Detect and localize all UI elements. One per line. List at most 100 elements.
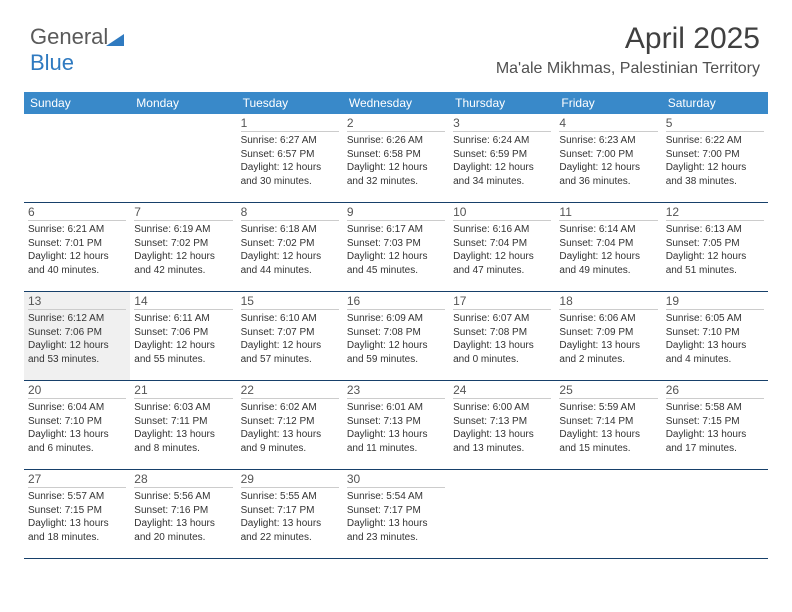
day-info: Sunrise: 6:06 AMSunset: 7:09 PMDaylight:… — [559, 312, 657, 366]
day-cell: 19 Sunrise: 6:05 AMSunset: 7:10 PMDayligh… — [662, 292, 768, 380]
day-info: Sunrise: 6:14 AMSunset: 7:04 PMDaylight:… — [559, 223, 657, 277]
day-header: Friday — [555, 92, 661, 114]
logo-word2: Blue — [30, 50, 74, 75]
day-info: Sunrise: 6:21 AMSunset: 7:01 PMDaylight:… — [28, 223, 126, 277]
day-cell: 11 Sunrise: 6:14 AMSunset: 7:04 PMDayligh… — [555, 203, 661, 291]
day-cell: 6Sunrise: 6:21 AMSunset: 7:01 PMDaylight… — [24, 203, 130, 291]
day-info: Sunrise: 6:18 AMSunset: 7:02 PMDaylight:… — [241, 223, 339, 277]
day-number: 19 — [666, 294, 764, 310]
day-header: Sunday — [24, 92, 130, 114]
day-number: 17 — [453, 294, 551, 310]
day-number — [453, 472, 551, 487]
day-cell: 26 Sunrise: 5:58 AMSunset: 7:15 PMDayligh… — [662, 381, 768, 469]
day-cell: 18 Sunrise: 6:06 AMSunset: 7:09 PMDayligh… — [555, 292, 661, 380]
day-info: Sunrise: 6:23 AMSunset: 7:00 PMDaylight:… — [559, 134, 657, 188]
day-number: 14 — [134, 294, 232, 310]
page-title: April 2025 — [625, 22, 760, 56]
day-cell: 27 Sunrise: 5:57 AMSunset: 7:15 PMDayligh… — [24, 470, 130, 558]
day-info: Sunrise: 5:56 AMSunset: 7:16 PMDaylight:… — [134, 490, 232, 544]
day-cell: 28 Sunrise: 5:56 AMSunset: 7:16 PMDayligh… — [130, 470, 236, 558]
day-number — [28, 116, 126, 131]
day-info: Sunrise: 6:04 AMSunset: 7:10 PMDaylight:… — [28, 401, 126, 455]
day-number: 4 — [559, 116, 657, 132]
day-number: 23 — [347, 383, 445, 399]
day-number: 9 — [347, 205, 445, 221]
day-number: 25 — [559, 383, 657, 399]
day-cell: 14 Sunrise: 6:11 AMSunset: 7:06 PMDayligh… — [130, 292, 236, 380]
day-info: Sunrise: 6:22 AMSunset: 7:00 PMDaylight:… — [666, 134, 764, 188]
week-row: 1 Sunrise: 6:27 AMSunset: 6:57 PMDaylight… — [24, 114, 768, 203]
day-cell: 25 Sunrise: 5:59 AMSunset: 7:14 PMDayligh… — [555, 381, 661, 469]
day-number: 26 — [666, 383, 764, 399]
day-number — [666, 472, 764, 487]
calendar: SundayMondayTuesdayWednesdayThursdayFrid… — [24, 92, 768, 559]
day-header: Monday — [130, 92, 236, 114]
day-info: Sunrise: 6:26 AMSunset: 6:58 PMDaylight:… — [347, 134, 445, 188]
day-cell: 22 Sunrise: 6:02 AMSunset: 7:12 PMDayligh… — [237, 381, 343, 469]
day-cell: 10Sunrise: 6:16 AMSunset: 7:04 PMDayligh… — [449, 203, 555, 291]
day-number: 12 — [666, 205, 764, 221]
day-info: Sunrise: 6:27 AMSunset: 6:57 PMDaylight:… — [241, 134, 339, 188]
day-number — [134, 116, 232, 131]
day-cell: 30Sunrise: 5:54 AMSunset: 7:17 PMDayligh… — [343, 470, 449, 558]
day-number: 27 — [28, 472, 126, 488]
day-info: Sunrise: 5:57 AMSunset: 7:15 PMDaylight:… — [28, 490, 126, 544]
day-number: 3 — [453, 116, 551, 132]
day-cell: 9 Sunrise: 6:17 AMSunset: 7:03 PMDaylight… — [343, 203, 449, 291]
day-number: 11 — [559, 205, 657, 221]
day-info: Sunrise: 6:09 AMSunset: 7:08 PMDaylight:… — [347, 312, 445, 366]
day-cell: 13 Sunrise: 6:12 AMSunset: 7:06 PMDayligh… — [24, 292, 130, 380]
day-info: Sunrise: 6:12 AMSunset: 7:06 PMDaylight:… — [28, 312, 126, 366]
day-header: Saturday — [662, 92, 768, 114]
day-info: Sunrise: 6:05 AMSunset: 7:10 PMDaylight:… — [666, 312, 764, 366]
calendar-header-row: SundayMondayTuesdayWednesdayThursdayFrid… — [24, 92, 768, 114]
day-cell: 5 Sunrise: 6:22 AMSunset: 7:00 PMDaylight… — [662, 114, 768, 202]
page-subtitle: Ma'ale Mikhmas, Palestinian Territory — [496, 60, 760, 78]
day-info: Sunrise: 6:03 AMSunset: 7:11 PMDaylight:… — [134, 401, 232, 455]
day-info: Sunrise: 6:24 AMSunset: 6:59 PMDaylight:… — [453, 134, 551, 188]
logo-icon — [106, 32, 124, 46]
day-info: Sunrise: 5:59 AMSunset: 7:14 PMDaylight:… — [559, 401, 657, 455]
day-cell: 23 Sunrise: 6:01 AMSunset: 7:13 PMDayligh… — [343, 381, 449, 469]
day-number: 5 — [666, 116, 764, 132]
day-cell: 2Sunrise: 6:26 AMSunset: 6:58 PMDaylight… — [343, 114, 449, 202]
day-info: Sunrise: 6:11 AMSunset: 7:06 PMDaylight:… — [134, 312, 232, 366]
day-number: 22 — [241, 383, 339, 399]
day-info: Sunrise: 5:54 AMSunset: 7:17 PMDaylight:… — [347, 490, 445, 544]
week-row: 6Sunrise: 6:21 AMSunset: 7:01 PMDaylight… — [24, 203, 768, 292]
day-info: Sunrise: 6:02 AMSunset: 7:12 PMDaylight:… — [241, 401, 339, 455]
day-number: 29 — [241, 472, 339, 488]
day-cell: 16Sunrise: 6:09 AMSunset: 7:08 PMDayligh… — [343, 292, 449, 380]
day-number: 1 — [241, 116, 339, 132]
day-info: Sunrise: 6:17 AMSunset: 7:03 PMDaylight:… — [347, 223, 445, 277]
day-number: 18 — [559, 294, 657, 310]
day-cell — [130, 114, 236, 202]
day-number: 21 — [134, 383, 232, 399]
day-number: 28 — [134, 472, 232, 488]
day-cell: 21 Sunrise: 6:03 AMSunset: 7:11 PMDayligh… — [130, 381, 236, 469]
week-row: 13 Sunrise: 6:12 AMSunset: 7:06 PMDayligh… — [24, 292, 768, 381]
day-cell: 7 Sunrise: 6:19 AMSunset: 7:02 PMDaylight… — [130, 203, 236, 291]
day-info: Sunrise: 6:00 AMSunset: 7:13 PMDaylight:… — [453, 401, 551, 455]
week-row: 20Sunrise: 6:04 AMSunset: 7:10 PMDayligh… — [24, 381, 768, 470]
day-cell: 15Sunrise: 6:10 AMSunset: 7:07 PMDayligh… — [237, 292, 343, 380]
day-number: 7 — [134, 205, 232, 221]
day-info: Sunrise: 6:07 AMSunset: 7:08 PMDaylight:… — [453, 312, 551, 366]
day-info: Sunrise: 6:19 AMSunset: 7:02 PMDaylight:… — [134, 223, 232, 277]
day-cell: 1 Sunrise: 6:27 AMSunset: 6:57 PMDaylight… — [237, 114, 343, 202]
day-number: 24 — [453, 383, 551, 399]
day-number: 8 — [241, 205, 339, 221]
day-cell: 3 Sunrise: 6:24 AMSunset: 6:59 PMDaylight… — [449, 114, 555, 202]
day-info: Sunrise: 5:58 AMSunset: 7:15 PMDaylight:… — [666, 401, 764, 455]
day-cell — [662, 470, 768, 558]
day-cell: 12Sunrise: 6:13 AMSunset: 7:05 PMDayligh… — [662, 203, 768, 291]
day-cell: 17 Sunrise: 6:07 AMSunset: 7:08 PMDayligh… — [449, 292, 555, 380]
day-header: Wednesday — [343, 92, 449, 114]
day-cell: 8 Sunrise: 6:18 AMSunset: 7:02 PMDaylight… — [237, 203, 343, 291]
day-cell: 29Sunrise: 5:55 AMSunset: 7:17 PMDayligh… — [237, 470, 343, 558]
day-header: Tuesday — [237, 92, 343, 114]
day-info: Sunrise: 6:01 AMSunset: 7:13 PMDaylight:… — [347, 401, 445, 455]
day-number: 13 — [28, 294, 126, 310]
day-cell: 4 Sunrise: 6:23 AMSunset: 7:00 PMDaylight… — [555, 114, 661, 202]
day-number: 10 — [453, 205, 551, 221]
